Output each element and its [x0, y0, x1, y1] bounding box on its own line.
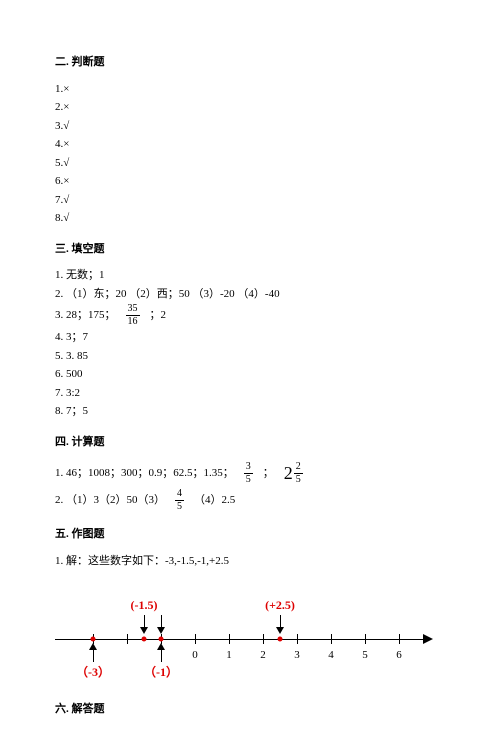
s4-l2-frac: 4 5 — [175, 489, 184, 512]
s2-item: 8.√ — [55, 210, 445, 227]
s3-l3: 3. 28；175； 35 16 ；2 — [55, 304, 445, 327]
tick-label: 6 — [396, 647, 402, 664]
s4-l1a: 1. 46；1008；300；0.9；62.5；1.35； — [55, 465, 234, 482]
mixed-frac: 2 5 — [294, 462, 303, 485]
marker-dot — [91, 637, 96, 642]
axis-arrow-icon — [423, 634, 433, 644]
s3-l3b: ；2 — [150, 307, 167, 324]
bottom-arrow-icon: （-1） — [157, 643, 165, 662]
tick — [229, 634, 230, 644]
tick-label: 3 — [294, 647, 300, 664]
s3-l5: 5. 3. 85 — [55, 348, 445, 365]
marker-dot — [159, 637, 164, 642]
marker-dot — [278, 637, 283, 642]
tick — [263, 634, 264, 644]
s5-l1: 1. 解：这些数字如下：-3,-1.5,-1,+2.5 — [55, 553, 445, 570]
s3-l3a: 3. 28；175； — [55, 307, 116, 324]
arrow-shaft — [93, 650, 94, 662]
arrow-head-icon — [157, 627, 165, 634]
s2-item: 1.× — [55, 81, 445, 98]
arrow-label: （-3） — [76, 663, 110, 681]
s4-l1-semi: ； — [263, 465, 274, 482]
s4-l2a: 2. （1）3（2）50（3） — [55, 492, 165, 509]
bottom-arrow-icon: （-3） — [89, 643, 97, 662]
s3-l2: 2. （1）东；20 （2）西；50 （3）-20 （4）-40 — [55, 286, 445, 303]
s4-l1-mixed: 2 2 5 — [284, 460, 303, 487]
s2-item: 4.× — [55, 136, 445, 153]
s4-l2b: （4）2.5 — [194, 492, 235, 509]
s4-l2: 2. （1）3（2）50（3） 4 5 （4）2.5 — [55, 489, 445, 512]
arrow-shaft — [280, 615, 281, 627]
tick-label: 4 — [328, 647, 334, 664]
marker-dot — [142, 637, 147, 642]
section-6-title: 六. 解答题 — [55, 701, 445, 718]
section-4-title: 四. 计算题 — [55, 434, 445, 451]
top-arrow-icon — [157, 615, 165, 634]
tick — [297, 634, 298, 644]
top-arrow-icon: (+2.5) — [276, 615, 284, 634]
tick — [365, 634, 366, 644]
arrow-label: (-1.5) — [131, 596, 158, 614]
s2-item: 3.√ — [55, 118, 445, 135]
frac-d: 5 — [294, 474, 303, 485]
arrow-head-icon — [89, 643, 97, 650]
number-line-diagram: 0 1 2 3 4 5 6 (-1.5) (+2.5) （-3） （-1） — [55, 587, 445, 687]
tick — [399, 634, 400, 644]
tick-label: 0 — [192, 647, 198, 664]
arrow-head-icon — [140, 627, 148, 634]
arrow-shaft — [161, 650, 162, 662]
tick — [195, 634, 196, 644]
s3-l8: 8. 7；5 — [55, 403, 445, 420]
arrow-shaft — [144, 615, 145, 627]
s2-item: 2.× — [55, 99, 445, 116]
s3-l4: 4. 3；7 — [55, 329, 445, 346]
tick — [127, 634, 128, 644]
arrow-label: (+2.5) — [265, 596, 295, 614]
frac-n: 4 — [175, 489, 184, 501]
section-5-title: 五. 作图题 — [55, 526, 445, 543]
frac-d: 16 — [126, 316, 140, 327]
mixed-whole: 2 — [284, 460, 293, 487]
s2-item: 7.√ — [55, 192, 445, 209]
tick — [331, 634, 332, 644]
tick-label: 1 — [226, 647, 232, 664]
frac-n: 35 — [126, 304, 140, 316]
top-arrow-icon: (-1.5) — [140, 615, 148, 634]
s4-l1: 1. 46；1008；300；0.9；62.5；1.35； 3 5 ； 2 2 … — [55, 460, 445, 487]
arrow-label: （-1） — [144, 663, 178, 681]
arrow-head-icon — [276, 627, 284, 634]
s2-item: 6.× — [55, 173, 445, 190]
s2-item: 5.√ — [55, 155, 445, 172]
axis-line — [55, 639, 425, 640]
section-2-title: 二. 判断题 — [55, 54, 445, 71]
tick-label: 5 — [362, 647, 368, 664]
frac-d: 5 — [175, 501, 184, 512]
arrow-head-icon — [157, 643, 165, 650]
s3-l6: 6. 500 — [55, 366, 445, 383]
s3-l1: 1. 无数；1 — [55, 267, 445, 284]
arrow-shaft — [161, 615, 162, 627]
section-3-title: 三. 填空题 — [55, 241, 445, 258]
frac-n: 2 — [294, 462, 303, 474]
s4-l1-frac1: 3 5 — [244, 462, 253, 485]
tick-label: 2 — [260, 647, 266, 664]
frac-n: 3 — [244, 462, 253, 474]
s3-l7: 7. 3:2 — [55, 385, 445, 402]
frac-d: 5 — [244, 474, 253, 485]
s3-l3-frac: 35 16 — [126, 304, 140, 327]
